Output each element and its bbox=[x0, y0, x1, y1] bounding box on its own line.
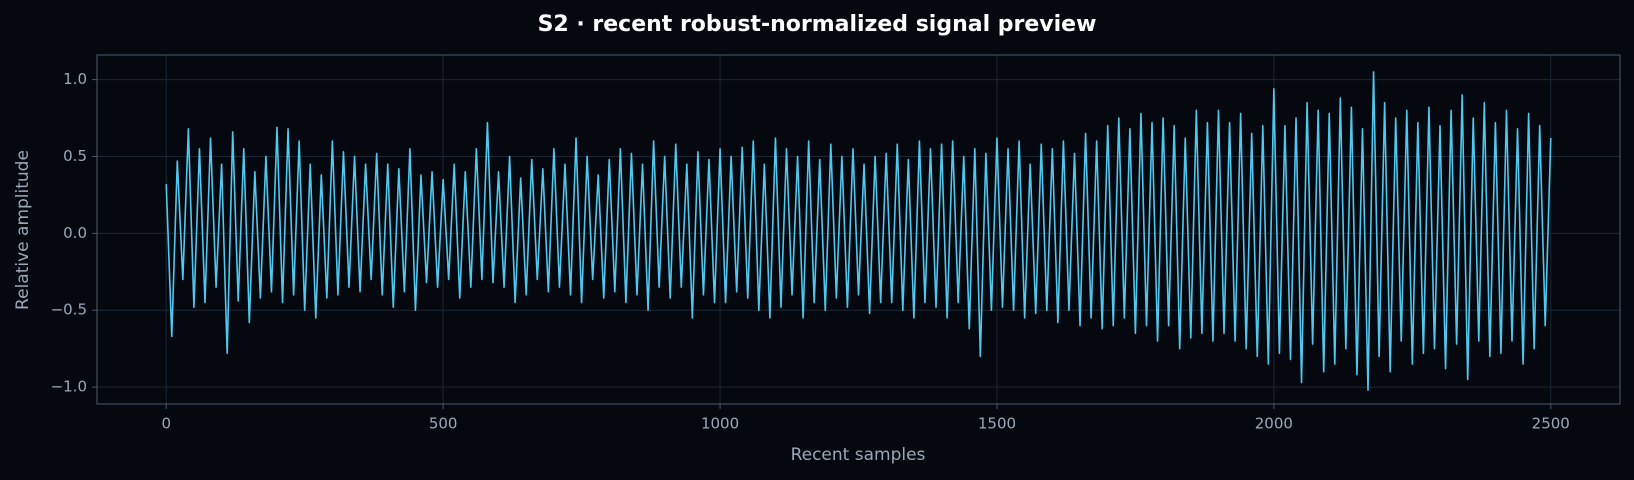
x-tick-label: 2500 bbox=[1532, 415, 1570, 433]
x-tick-label: 1500 bbox=[978, 415, 1016, 433]
y-tick-label: 0.0 bbox=[63, 224, 87, 242]
y-tick-label: 1.0 bbox=[63, 70, 87, 88]
x-tick-label: 500 bbox=[429, 415, 458, 433]
x-tick-label: 2000 bbox=[1255, 415, 1293, 433]
y-tick-label: −1.0 bbox=[51, 378, 87, 396]
plot-frame bbox=[96, 54, 1621, 405]
y-tick-label: 0.5 bbox=[63, 147, 87, 165]
chart-title: S2 · recent robust-normalized signal pre… bbox=[538, 12, 1097, 37]
x-tick-label: 1000 bbox=[701, 415, 739, 433]
x-tick-label: 0 bbox=[161, 415, 171, 433]
signal-line bbox=[165, 71, 1552, 391]
x-axis-label: Recent samples bbox=[791, 445, 926, 465]
y-axis-label: Relative amplitude bbox=[13, 150, 33, 310]
y-tick-label: −0.5 bbox=[51, 301, 87, 319]
